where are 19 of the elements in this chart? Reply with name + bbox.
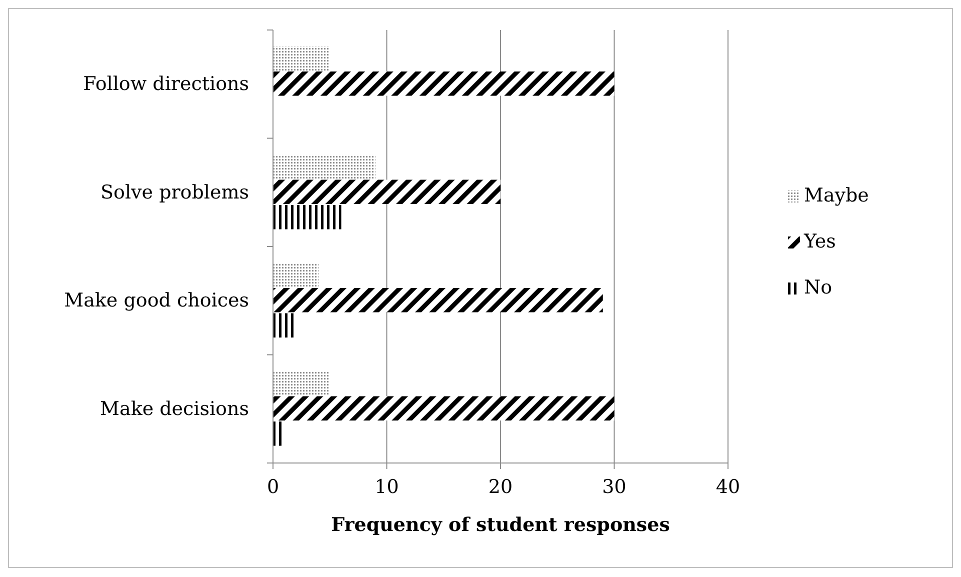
bar (273, 71, 614, 96)
x-tick-label: 40 (716, 476, 740, 498)
x-tick-label: 10 (374, 476, 399, 498)
legend-label: No (804, 276, 832, 298)
x-tick-label: 20 (488, 476, 513, 498)
y-tick-label: Follow directions (83, 73, 249, 96)
legend-label: Maybe (804, 184, 869, 206)
bar (273, 180, 500, 204)
x-tick-label: 0 (266, 476, 280, 498)
x-axis-title: Frequency of student responses (331, 514, 670, 536)
y-tick-label: Solve problems (100, 181, 249, 204)
y-tick-label: Make good choices (64, 290, 249, 312)
legend-label: Yes (803, 230, 836, 252)
bar (273, 288, 603, 312)
bar (273, 46, 330, 70)
y-tick-label: Make decisions (100, 398, 249, 420)
bar (273, 396, 614, 421)
bar (273, 205, 342, 230)
x-tick-label: 30 (602, 476, 626, 498)
